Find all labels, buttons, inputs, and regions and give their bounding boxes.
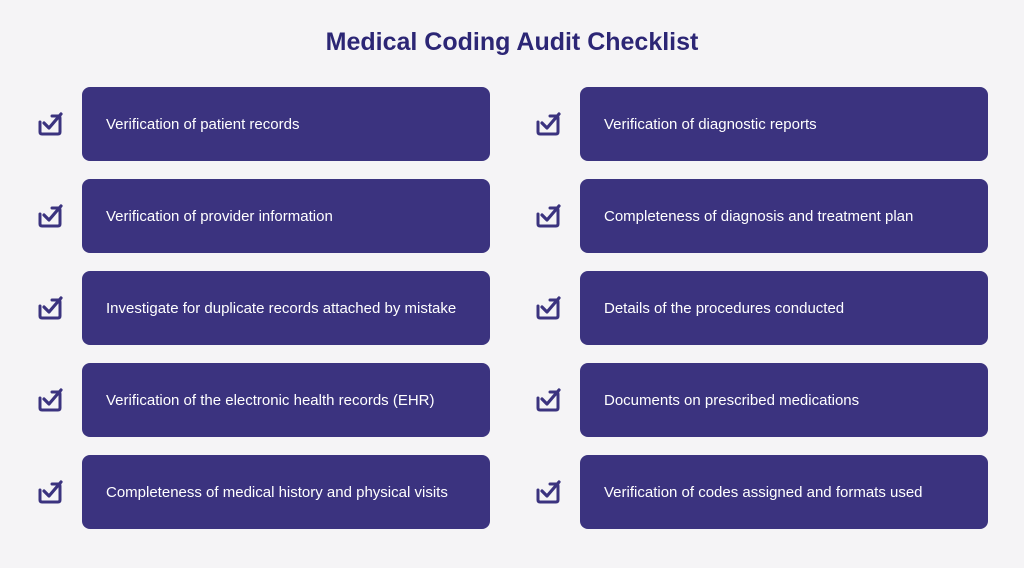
checklist-item: Verification of provider information: [36, 179, 490, 253]
checklist-label: Investigate for duplicate records attach…: [106, 298, 456, 319]
checklist-box: Verification of patient records: [82, 87, 490, 161]
checklist-box: Completeness of diagnosis and treatment …: [580, 179, 988, 253]
left-column: Verification of patient records Verifica…: [36, 87, 490, 529]
checklist-item: Completeness of diagnosis and treatment …: [534, 179, 988, 253]
checklist-box: Details of the procedures conducted: [580, 271, 988, 345]
checklist-box: Documents on prescribed medications: [580, 363, 988, 437]
checklist-label: Verification of the electronic health re…: [106, 390, 434, 411]
checklist-box: Verification of provider information: [82, 179, 490, 253]
checklist-box: Verification of codes assigned and forma…: [580, 455, 988, 529]
checklist-label: Verification of diagnostic reports: [604, 114, 817, 135]
checklist-box: Investigate for duplicate records attach…: [82, 271, 490, 345]
checkmark-icon: [534, 294, 562, 322]
checklist-box: Completeness of medical history and phys…: [82, 455, 490, 529]
checkmark-icon: [36, 110, 64, 138]
checkmark-icon: [36, 386, 64, 414]
checkmark-icon: [534, 478, 562, 506]
checklist-label: Details of the procedures conducted: [604, 298, 844, 319]
checkmark-icon: [534, 110, 562, 138]
checkmark-icon: [36, 202, 64, 230]
checklist-box: Verification of the electronic health re…: [82, 363, 490, 437]
checklist-label: Verification of codes assigned and forma…: [604, 482, 923, 503]
checklist-item: Completeness of medical history and phys…: [36, 455, 490, 529]
checklist-item: Verification of patient records: [36, 87, 490, 161]
checklist-columns: Verification of patient records Verifica…: [36, 87, 988, 529]
checklist-item: Verification of the electronic health re…: [36, 363, 490, 437]
checkmark-icon: [36, 478, 64, 506]
checklist-label: Verification of patient records: [106, 114, 299, 135]
checkmark-icon: [534, 202, 562, 230]
checklist-item: Investigate for duplicate records attach…: [36, 271, 490, 345]
checklist-item: Documents on prescribed medications: [534, 363, 988, 437]
page-title: Medical Coding Audit Checklist: [36, 28, 988, 57]
right-column: Verification of diagnostic reports Compl…: [534, 87, 988, 529]
checklist-label: Completeness of medical history and phys…: [106, 482, 448, 503]
checklist-item: Verification of codes assigned and forma…: [534, 455, 988, 529]
checkmark-icon: [534, 386, 562, 414]
checkmark-icon: [36, 294, 64, 322]
checklist-label: Completeness of diagnosis and treatment …: [604, 206, 913, 227]
checklist-label: Verification of provider information: [106, 206, 333, 227]
checklist-box: Verification of diagnostic reports: [580, 87, 988, 161]
checklist-item: Details of the procedures conducted: [534, 271, 988, 345]
checklist-label: Documents on prescribed medications: [604, 390, 859, 411]
checklist-item: Verification of diagnostic reports: [534, 87, 988, 161]
